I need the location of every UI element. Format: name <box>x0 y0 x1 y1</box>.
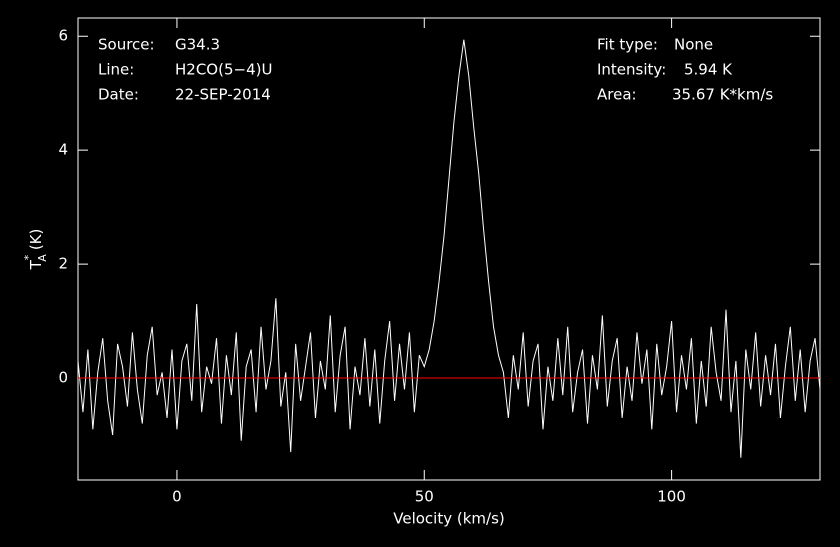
x-tick-label: 100 <box>657 488 686 506</box>
y-axis-label: T*A (K) <box>22 229 49 271</box>
y-label-subscript: A <box>36 254 49 262</box>
y-tick-label: 2 <box>58 255 68 273</box>
x-tick-label: 0 <box>172 488 182 506</box>
annotation-key: Area: <box>597 86 637 104</box>
annotation-key: Date: <box>98 86 139 104</box>
annotation-key: Fit type: <box>597 36 658 54</box>
y-tick-label: 4 <box>58 141 68 159</box>
plot-frame <box>77 17 821 481</box>
x-tick-label: 50 <box>415 488 434 506</box>
annotation-value: H2CO(5−4)U <box>175 61 272 79</box>
y-label-symbol: T <box>27 259 45 270</box>
annotation-value: 5.94 K <box>684 61 733 79</box>
x-axis-label: Velocity (km/s) <box>393 510 504 528</box>
spectrum-line <box>77 39 821 458</box>
annotation-key: Intensity: <box>597 61 666 79</box>
annotation-value: None <box>674 36 713 54</box>
annotation-value: 35.67 K*km/s <box>672 86 773 104</box>
y-tick-label: 0 <box>58 369 68 387</box>
annotation-value: G34.3 <box>175 36 220 54</box>
annotation-key: Line: <box>98 61 134 79</box>
y-tick-label: 6 <box>58 27 68 45</box>
annotation-key: Source: <box>98 36 155 54</box>
y-label-unit: (K) <box>27 229 45 251</box>
annotation-value: 22-SEP-2014 <box>175 86 271 104</box>
y-label-superscript: * <box>22 254 35 260</box>
